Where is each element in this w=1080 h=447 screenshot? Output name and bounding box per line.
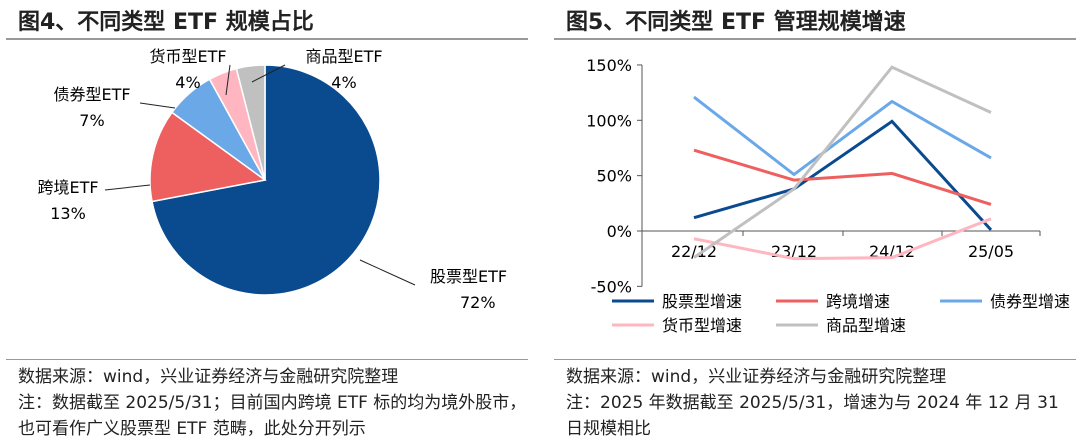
pie-slice <box>235 64 266 181</box>
series-line <box>693 148 992 206</box>
legend-label: 货币型增速 <box>662 316 742 335</box>
legend-label: 债券型增速 <box>990 292 1070 311</box>
slice-value: 7% <box>79 111 104 130</box>
series-line <box>693 119 993 231</box>
leader-line <box>225 64 231 96</box>
series-line <box>693 95 992 177</box>
leader-line <box>139 102 176 109</box>
slice-label: 债券型ETF <box>53 85 130 104</box>
leader-line <box>359 259 416 286</box>
slice-label: 跨境ETF <box>37 178 98 197</box>
pie-slice <box>149 111 267 203</box>
slice-value: 72% <box>460 293 496 312</box>
slice-label: 货币型ETF <box>149 47 226 66</box>
right-source: 数据来源：wind，兴业证券经济与金融研究院整理 注：2025 年数据截至 202… <box>566 367 1059 439</box>
slice-value: 4% <box>331 73 356 92</box>
legend-label: 股票型增速 <box>662 292 742 311</box>
series-line <box>693 217 992 261</box>
y-tick-label: -50% <box>591 277 632 296</box>
slice-value: 4% <box>175 73 200 92</box>
divider <box>6 359 528 360</box>
slice-value: 13% <box>50 204 86 223</box>
leader-line <box>104 184 151 191</box>
divider <box>554 359 1076 360</box>
legend-label: 商品型增速 <box>826 316 906 335</box>
y-tick-label: 100% <box>586 111 632 130</box>
slice-label: 商品型ETF <box>305 47 382 66</box>
series-line <box>693 65 992 259</box>
x-tick-label: 22/12 <box>671 242 717 261</box>
right-title: 图5、不同类型 ETF 管理规模增速 <box>566 10 906 35</box>
legend-label: 跨境增速 <box>826 292 890 311</box>
left-source: 数据来源：wind，兴业证券经济与金融研究院整理 注：数据截至 2025/5/31… <box>18 367 527 439</box>
y-tick-label: 150% <box>586 56 632 75</box>
x-tick-label: 25/05 <box>968 242 1014 261</box>
y-tick-label: 50% <box>596 167 632 186</box>
slice-label: 股票型ETF <box>430 267 507 286</box>
divider <box>554 38 1076 40</box>
leader-line <box>251 64 286 83</box>
left-title: 图4、不同类型 ETF 规模占比 <box>18 10 314 35</box>
y-tick-label: 0% <box>607 222 632 241</box>
divider <box>6 38 528 40</box>
